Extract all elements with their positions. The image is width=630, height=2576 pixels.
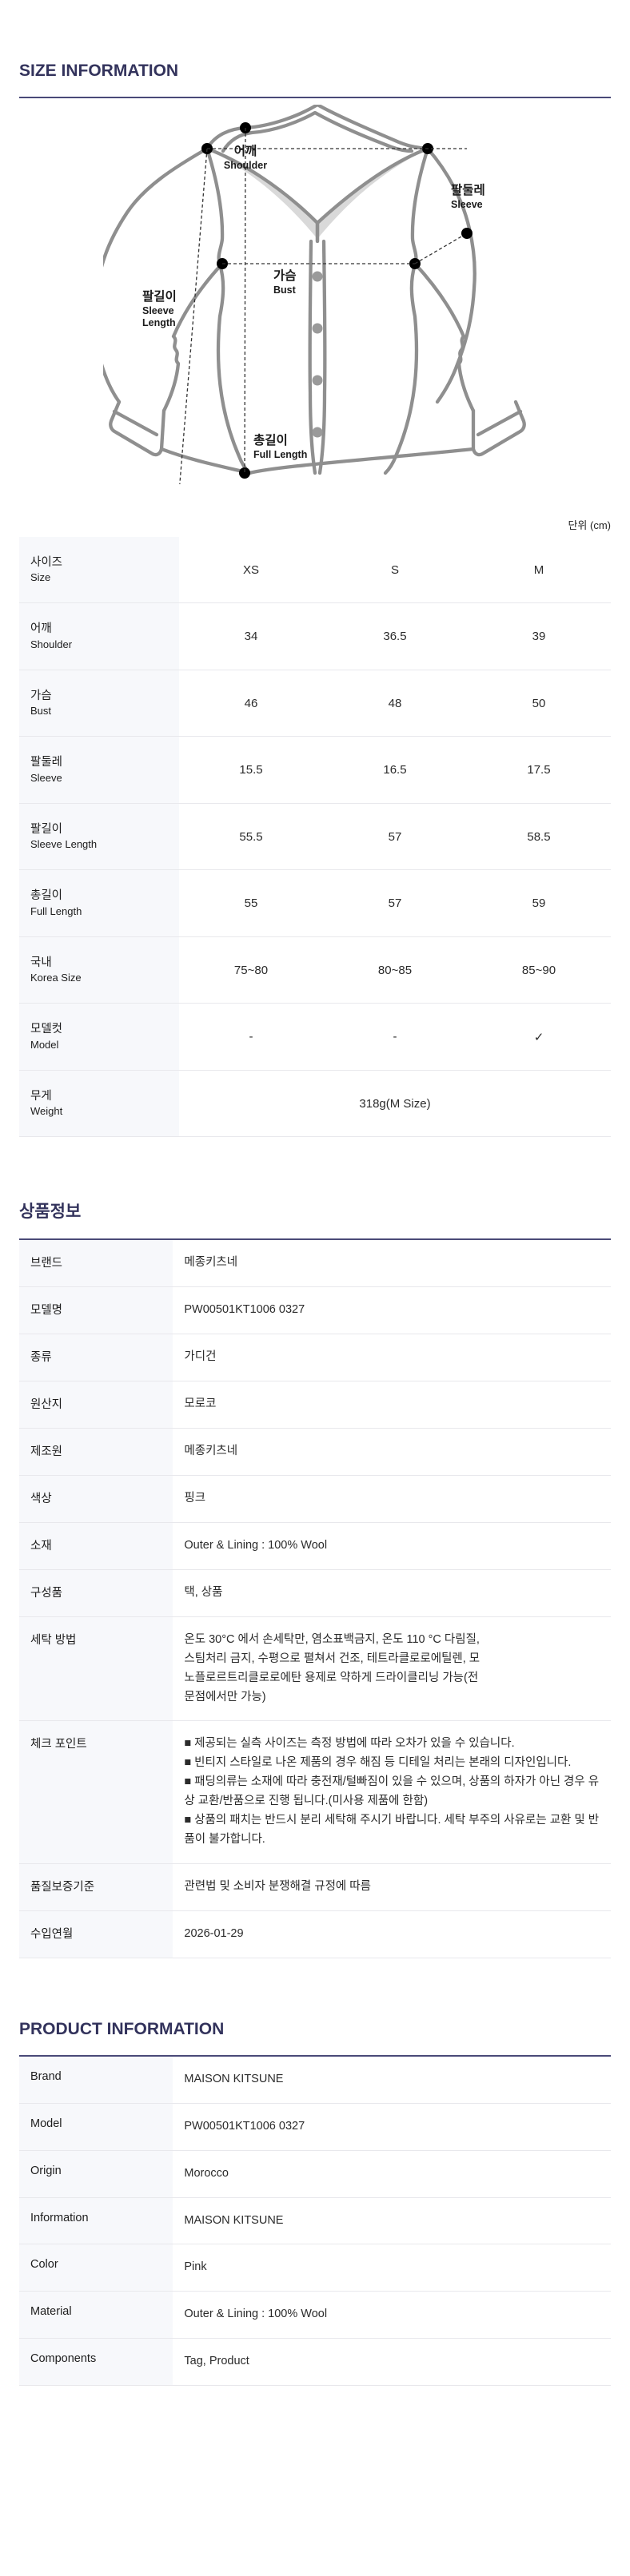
- svg-text:총길이: 총길이: [253, 433, 288, 447]
- svg-text:Sleeve: Sleeve: [451, 199, 483, 210]
- svg-text:Length: Length: [142, 317, 176, 328]
- svg-text:팔길이: 팔길이: [142, 289, 177, 304]
- svg-text:가슴: 가슴: [273, 268, 297, 283]
- svg-text:Bust: Bust: [273, 284, 297, 296]
- svg-text:Full Length: Full Length: [253, 449, 307, 460]
- svg-text:Shoulder: Shoulder: [224, 160, 267, 171]
- svg-text:Sleeve: Sleeve: [142, 305, 174, 316]
- svg-text:어깨: 어깨: [234, 144, 257, 158]
- svg-text:팔둘레: 팔둘레: [451, 183, 485, 197]
